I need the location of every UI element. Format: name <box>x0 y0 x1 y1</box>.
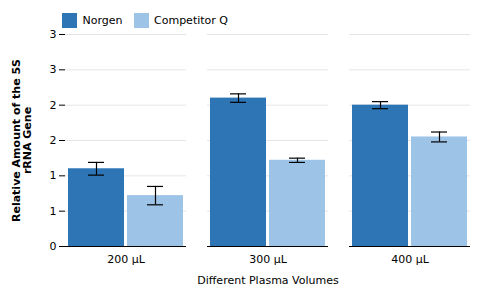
svg-text:300 μL: 300 μL <box>249 253 287 266</box>
svg-text:3: 3 <box>50 63 57 76</box>
svg-text:1: 1 <box>50 205 57 218</box>
html-text:Competitor Q: Competitor Q <box>154 14 228 27</box>
svg-text:200 μL: 200 μL <box>107 253 145 266</box>
svg-text:3: 3 <box>50 28 57 41</box>
svg-text:400 μL: 400 μL <box>391 253 429 266</box>
svg-text:0: 0 <box>50 240 57 253</box>
html-text:Norgen: Norgen <box>82 14 123 27</box>
svg-text:2: 2 <box>50 99 57 112</box>
svg-text:Different Plasma Volumes: Different Plasma Volumes <box>197 274 339 287</box>
svg-text:2: 2 <box>50 134 57 147</box>
svg-text:1: 1 <box>50 169 57 182</box>
svg-text:Relative Amount of the 5SrRNA: Relative Amount of the 5SrRNA Gene <box>10 59 34 222</box>
